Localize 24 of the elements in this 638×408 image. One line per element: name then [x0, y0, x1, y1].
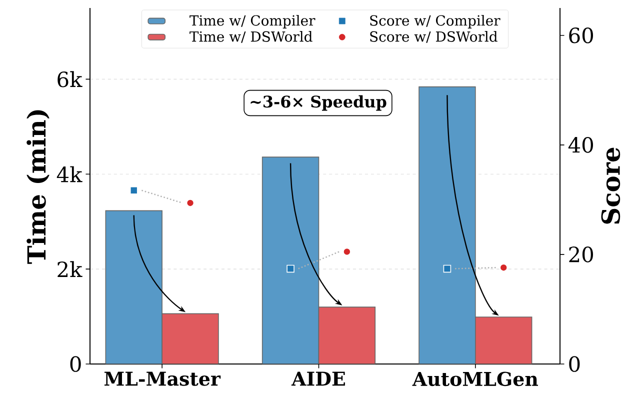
y2-tick-label: 0 — [569, 356, 580, 372]
y-tick-label: 0 — [70, 356, 81, 372]
bar — [418, 86, 476, 364]
y2-tick-label: 20 — [569, 246, 594, 262]
y2-axis-title: Score — [601, 148, 620, 224]
bar — [475, 316, 532, 364]
bar — [318, 306, 376, 364]
bar — [262, 156, 320, 364]
y2-tick-label: 40 — [568, 137, 594, 153]
y-axis-title: Time (min) — [26, 110, 50, 264]
legend-label: Score w/ DSWorld — [370, 31, 498, 43]
legend-label: Score w/ Compiler — [370, 14, 500, 28]
legend-label: Time w/ Compiler — [190, 14, 316, 28]
y2-tick-label: 60 — [569, 27, 594, 44]
legend-label: Time w/ DSWorld — [190, 31, 312, 43]
y-tick-label: 6k — [58, 71, 82, 88]
x-tick-label: ML-Master — [104, 372, 221, 386]
y-tick-label: 4k — [56, 166, 82, 182]
x-tick-label: AIDE — [291, 372, 345, 386]
y-tick-label: 2k — [58, 261, 82, 278]
annotation: ~3-6× Speedup — [250, 95, 386, 111]
bar — [105, 210, 162, 364]
x-tick-label: AutoMLGen — [412, 372, 538, 386]
bar — [162, 313, 219, 364]
